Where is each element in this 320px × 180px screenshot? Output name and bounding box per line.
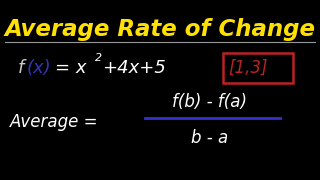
Text: 2: 2: [95, 53, 102, 63]
Text: Average =: Average =: [10, 113, 99, 131]
Text: +4x+5: +4x+5: [102, 59, 166, 77]
Text: b - a: b - a: [191, 129, 228, 147]
Text: f(b) - f(a): f(b) - f(a): [172, 93, 247, 111]
Text: = x: = x: [55, 59, 86, 77]
Text: f: f: [18, 59, 24, 77]
Text: [1,3]: [1,3]: [228, 59, 268, 77]
Text: Average Rate of Change: Average Rate of Change: [4, 18, 316, 41]
Text: (x): (x): [27, 59, 52, 77]
